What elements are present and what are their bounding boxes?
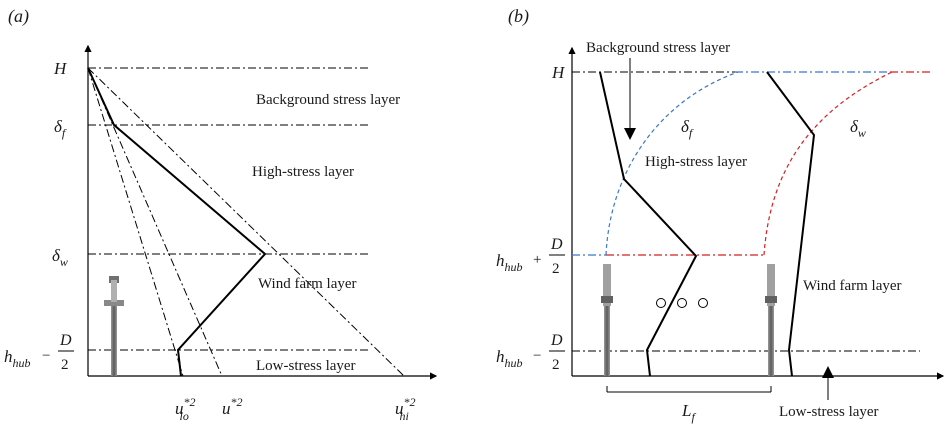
label-hub-plus-b: hhub + D 2 xyxy=(496,236,565,277)
layer-high-b: High-stress layer xyxy=(645,154,747,170)
svg-text:hhub: hhub xyxy=(496,251,523,274)
svg-text:hhub: hhub xyxy=(496,347,523,370)
stress-profile-b1 xyxy=(599,71,698,377)
svg-text:2: 2 xyxy=(552,261,560,277)
svg-text:−: − xyxy=(42,348,50,364)
layer-wind-b: Wind farm layer xyxy=(803,278,902,294)
dot-3 xyxy=(698,298,708,308)
dot-2 xyxy=(677,298,687,308)
label-H-a: H xyxy=(53,59,68,78)
dot-1 xyxy=(656,298,666,308)
svg-text:D: D xyxy=(550,332,563,349)
label-delta-f-b: δf xyxy=(681,117,694,140)
layer-low-a: Low-stress layer xyxy=(256,358,356,374)
panel-a-tag: (a) xyxy=(8,6,29,27)
stress-profile-a xyxy=(87,67,267,377)
svg-text:−: − xyxy=(533,348,541,364)
internal-boundary-delta-f xyxy=(605,71,739,256)
svg-text:D: D xyxy=(550,236,563,253)
label-hub-minus-a: hhub − D 2 xyxy=(4,332,74,373)
layer-background-b: Background stress layer xyxy=(586,40,730,56)
label-hub-minus-b: hhub − D 2 xyxy=(496,332,565,373)
svg-text:+: + xyxy=(533,252,541,268)
layer-high-a: High-stress layer xyxy=(252,164,354,180)
svg-text:2: 2 xyxy=(552,357,560,373)
svg-text:2: 2 xyxy=(61,357,69,373)
turbine-b2 xyxy=(765,264,777,376)
label-u: u*2 xyxy=(222,395,243,418)
arrowhead-background xyxy=(624,128,636,140)
layer-wind-a: Wind farm layer xyxy=(258,276,357,292)
label-delta-w-b: δw xyxy=(850,117,866,140)
label-delta-f-a: δf xyxy=(54,117,67,140)
label-Lf: Lf xyxy=(681,401,696,424)
stress-profile-b2 xyxy=(766,71,816,377)
panel-b-tag: (b) xyxy=(508,6,529,27)
turbine-a xyxy=(104,276,124,376)
label-u-lo: u*2 lo xyxy=(175,395,196,423)
label-u-hi: u*2 hi xyxy=(395,395,416,423)
layer-background-a: Background stress layer xyxy=(256,92,400,108)
svg-text:D: D xyxy=(59,332,72,349)
lf-bracket xyxy=(606,386,772,393)
label-delta-w-a: δw xyxy=(52,246,68,269)
u-hi-line xyxy=(87,67,405,377)
arrowhead-low xyxy=(822,366,834,378)
panel-a: (a) H δf δw hhub − D 2 xyxy=(4,6,438,423)
panel-b: (b) xyxy=(496,6,945,424)
layer-low-b: Low-stress layer xyxy=(779,404,879,420)
svg-text:hhub: hhub xyxy=(4,347,31,370)
wake-boundary-delta-w xyxy=(763,71,893,256)
u-lo-line xyxy=(87,67,184,377)
label-H-b: H xyxy=(551,63,566,82)
turbine-b1 xyxy=(601,264,613,376)
